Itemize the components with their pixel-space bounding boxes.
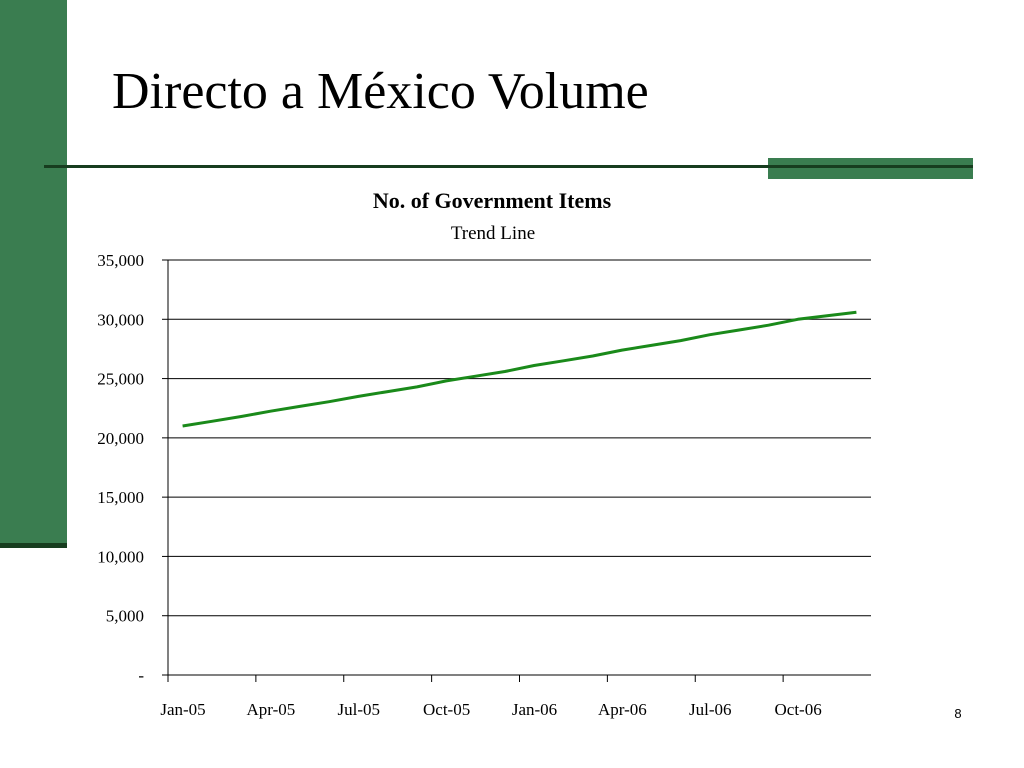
y-tick-label: 15,000 xyxy=(97,488,144,507)
y-tick-label: 10,000 xyxy=(97,547,144,566)
y-tick-label: 25,000 xyxy=(97,370,144,389)
x-tick-label: Oct-06 xyxy=(775,700,822,719)
title-divider xyxy=(44,165,973,168)
series-layer xyxy=(182,310,857,428)
slide-title: Directo a México Volume xyxy=(112,63,649,120)
title-accent-line xyxy=(768,165,973,168)
axes xyxy=(162,259,871,682)
title-accent-block xyxy=(768,158,973,179)
x-tick-label: Jul-05 xyxy=(338,700,381,719)
y-tick-label: - xyxy=(138,666,144,685)
x-tick-label: Jan-05 xyxy=(160,700,205,719)
x-tick-label: Oct-05 xyxy=(423,700,470,719)
y-tick-label: 20,000 xyxy=(97,429,144,448)
chart-title: No. of Government Items xyxy=(373,188,612,213)
chart-subtitle: Trend Line xyxy=(451,223,535,244)
y-tick-label: 35,000 xyxy=(97,251,144,270)
x-tick-label: Jan-06 xyxy=(512,700,557,719)
y-tick-label: 30,000 xyxy=(97,310,144,329)
series-line xyxy=(182,310,857,428)
left-accent-bar-edge xyxy=(0,543,67,548)
y-axis-tick-labels: - 5,000 10,000 15,000 20,000 25,000 30,000 35,0… xyxy=(97,251,144,685)
x-tick-label: Apr-05 xyxy=(246,700,295,719)
y-tick-label: 5,000 xyxy=(106,607,144,626)
gridlines xyxy=(168,259,871,617)
x-tick-label: Jul-06 xyxy=(689,700,732,719)
x-tick-label: Apr-06 xyxy=(598,700,647,719)
page-number: 8 xyxy=(954,706,962,721)
x-axis-tick-labels: Jan-05 Apr-05 Jul-05 Oct-05 Jan-06 Apr-06 Jul-… xyxy=(160,700,821,719)
left-accent-bar xyxy=(0,0,67,545)
